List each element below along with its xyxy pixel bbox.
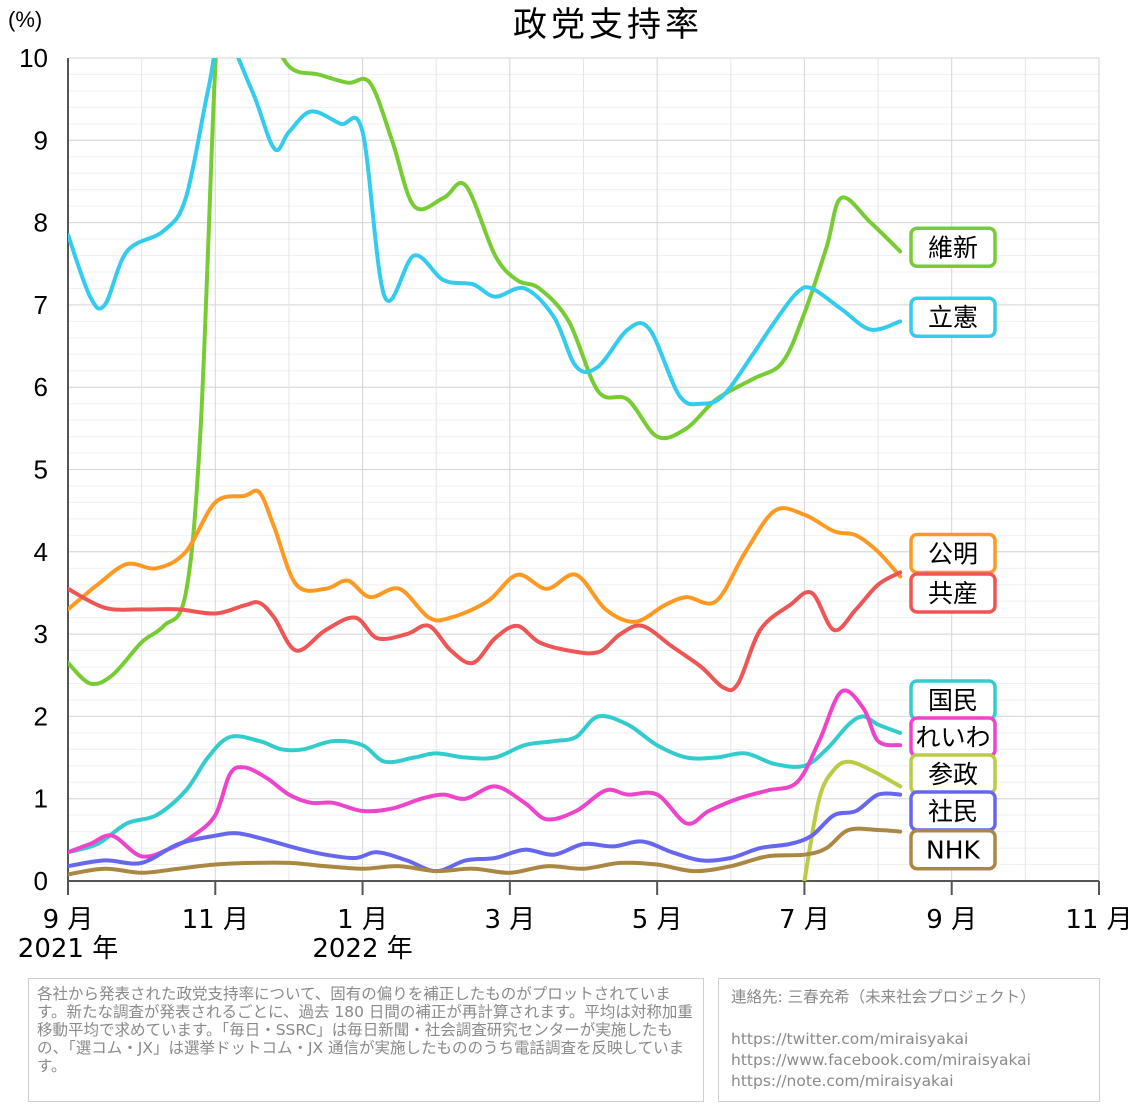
x-tick-label: 3 月 — [484, 905, 535, 935]
party-label-text: 立憲 — [928, 303, 978, 332]
party-label: 国民 — [909, 679, 997, 721]
party-label-text: 公明 — [928, 539, 978, 568]
contact-box: 連絡先: 三春充希（未来社会プロジェクト） https://twitter.co… — [718, 978, 1100, 1102]
party-label: NHK — [909, 828, 997, 871]
x-tick-label: 7 月 — [779, 905, 830, 935]
x-year-label: 2021 年 — [18, 934, 118, 964]
methodology-note: 各社から発表された政党支持率について、固有の偏りを補正したものがプロットされてい… — [28, 978, 704, 1102]
y-tick-label: 6 — [34, 372, 48, 402]
y-tick-label: 8 — [34, 208, 48, 238]
party-label-text: 社民 — [928, 797, 978, 826]
series-line-国民 — [68, 713, 903, 855]
facebook-link[interactable]: https://www.facebook.com/miraisyakai — [731, 1051, 1031, 1069]
series-line-参政 — [802, 759, 903, 881]
series-line-共産 — [68, 570, 903, 693]
y-tick-label: 0 — [34, 866, 48, 896]
party-label-text: れいわ — [915, 723, 990, 752]
party-label-box — [909, 828, 997, 871]
y-tick-label: 2 — [34, 701, 48, 731]
party-label-text: NHK — [926, 836, 981, 865]
series-line-NHK — [68, 826, 903, 877]
y-tick-label: 4 — [34, 537, 48, 567]
party-label: れいわ — [909, 716, 997, 758]
party-label-box — [909, 572, 997, 614]
party-label-text: 共産 — [928, 579, 978, 608]
series-line-れいわ — [68, 688, 903, 859]
y-tick-label: 5 — [34, 455, 48, 485]
party-label-text: 参政 — [928, 760, 978, 789]
x-tick-label: 11 月 — [182, 905, 249, 935]
party-label-box — [909, 296, 997, 338]
y-axis-unit: (%) — [8, 7, 42, 32]
x-tick-label: 11 月 — [1065, 905, 1132, 935]
party-label: 維新 — [909, 226, 997, 269]
y-tick-label: 10 — [19, 43, 48, 73]
party-label-box — [909, 226, 997, 269]
x-tick-label: 1 月 — [337, 905, 388, 935]
y-tick-label: 3 — [34, 619, 48, 649]
series-line-公明 — [68, 488, 903, 624]
series-line-社民 — [68, 791, 903, 874]
x-tick-label: 9 月 — [926, 905, 977, 935]
y-tick-label: 1 — [34, 784, 48, 814]
note-link[interactable]: https://note.com/miraisyakai — [731, 1072, 954, 1090]
x-tick-label: 5 月 — [632, 905, 683, 935]
party-label: 立憲 — [909, 296, 997, 338]
party-label: 公明 — [909, 532, 997, 575]
party-label-text: 国民 — [928, 686, 978, 715]
x-tick-label: 9 月 — [43, 905, 94, 935]
chart-title: 政党支持率 — [513, 5, 703, 45]
y-tick-label: 9 — [34, 125, 48, 155]
series-line-維新 — [68, 58, 903, 687]
x-year-label: 2022 年 — [312, 934, 412, 964]
methodology-text: 各社から発表された政党支持率について、固有の偏りを補正したものがプロットされてい… — [37, 985, 693, 1075]
twitter-link[interactable]: https://twitter.com/miraisyakai — [731, 1030, 969, 1048]
y-tick-label: 7 — [34, 290, 48, 320]
contact-text: 連絡先: 三春充希（未来社会プロジェクト） — [731, 988, 1036, 1006]
party-label: 参政 — [909, 753, 997, 795]
party-label: 共産 — [909, 572, 997, 614]
party-label: 社民 — [909, 790, 997, 832]
series-lines — [68, 58, 903, 881]
series-line-立憲 — [68, 58, 903, 407]
party-label-text: 維新 — [928, 233, 978, 262]
